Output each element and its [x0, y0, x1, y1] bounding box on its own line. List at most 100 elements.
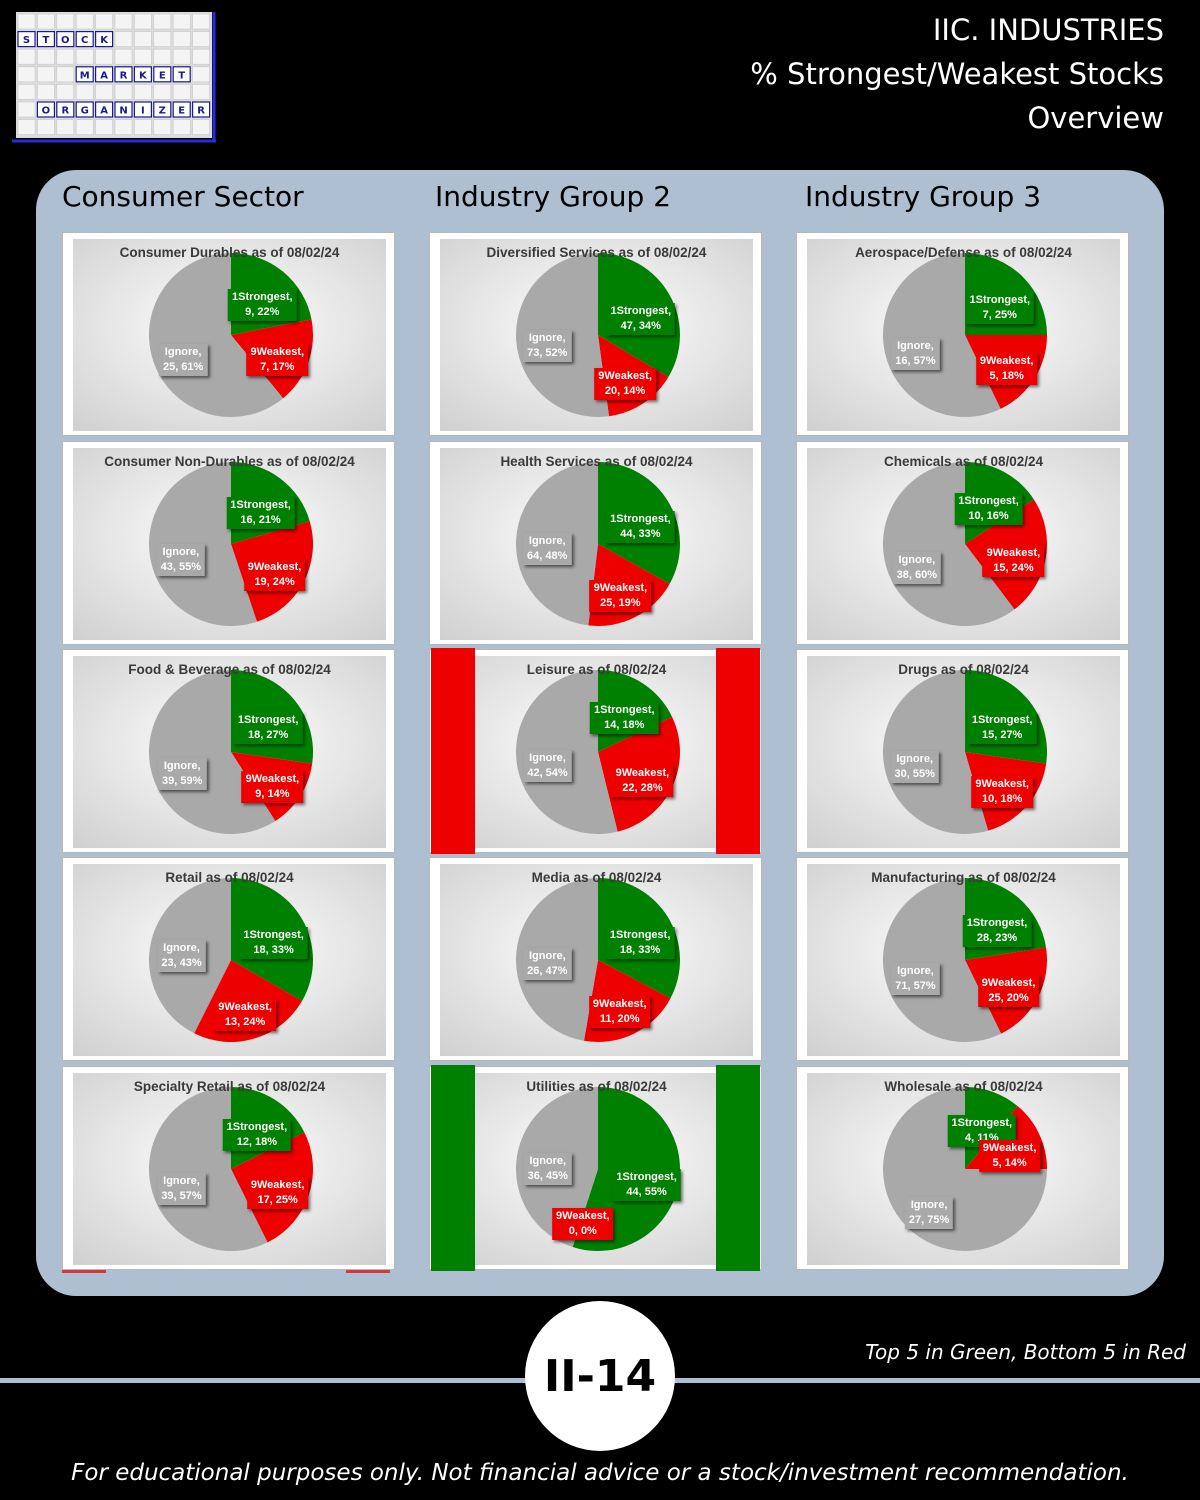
food-beverage-label-ignore-value: 39, 59%: [162, 775, 203, 788]
leisure-label-ignore-name: Ignore,: [529, 752, 566, 765]
svg-text:Z: Z: [159, 106, 166, 117]
drugs-label-9weakest: 9Weakest, 10, 18%: [971, 776, 1033, 809]
specialty-retail-label-ignore-name: Ignore,: [163, 1174, 200, 1187]
health-services-label-ignore-name: Ignore,: [528, 534, 566, 547]
leisure-label-ignore: Ignore, 42, 54%: [523, 750, 572, 783]
retail-label-ignore-value: 23, 43%: [161, 957, 202, 970]
pie-chart-consumer-durables: Consumer Durables as of 08/02/24 1Stronge…: [62, 232, 395, 436]
chemicals-chart-title: Chemicals as of 08/02/24: [883, 454, 1044, 469]
wholesale-label-9weakest-value: 5, 14%: [992, 1157, 1027, 1170]
health-services-label-9weakest: 9Weakest, 25, 19%: [589, 579, 652, 612]
health-services-label-ignore: Ignore, 64, 48%: [523, 532, 572, 565]
diversified-services-label-1strongest-name: 1Strongest,: [610, 304, 672, 317]
wholesale-label-ignore: Ignore, 27, 75%: [904, 1196, 954, 1229]
utilities-highlight-bar-right: [716, 1065, 760, 1271]
diversified-services-label-9weakest-name: 9Weakest,: [598, 370, 652, 383]
title-line-1: IIC. INDUSTRIES: [932, 13, 1164, 47]
consumer-durables-label-9weakest-name: 9Weakest,: [250, 345, 305, 358]
consumer-non-durables-label-1strongest-value: 16, 21%: [240, 513, 281, 526]
health-services-label-1strongest-value: 44, 33%: [620, 528, 661, 541]
svg-text:A: A: [100, 70, 108, 81]
chemicals-label-9weakest-name: 9Weakest,: [986, 546, 1041, 559]
manufacturing-label-1strongest: 1Strongest, 28, 23%: [962, 914, 1032, 947]
manufacturing-label-1strongest-name: 1Strongest,: [966, 916, 1028, 929]
manufacturing-label-ignore-name: Ignore,: [897, 965, 934, 978]
health-services-chart-title: Health Services as of 08/02/24: [500, 454, 693, 469]
consumer-non-durables-pie-svg: [73, 448, 386, 640]
wholesale-label-ignore-value: 27, 75%: [908, 1213, 950, 1226]
aerospace-defense-chart-title: Aerospace/Defense as of 08/02/24: [855, 245, 1072, 260]
manufacturing-pie-svg: [807, 864, 1120, 1056]
leisure-label-9weakest: 9Weakest, 22, 28%: [611, 765, 674, 798]
chemicals-label-ignore-name: Ignore,: [898, 554, 936, 567]
page-number-badge: II-14: [525, 1301, 675, 1451]
consumer-durables-label-ignore-value: 25, 61%: [162, 361, 204, 374]
media-label-1strongest: 1Strongest, 18, 33%: [605, 926, 675, 959]
leisure-chart-title: Leisure as of 08/02/24: [526, 662, 667, 677]
diversified-services-label-9weakest-value: 20, 14%: [604, 385, 646, 398]
aerospace-defense-slice-ignore: [883, 253, 1001, 417]
leisure-pie-svg: [440, 656, 753, 848]
health-services-label-1strongest-name: 1Strongest,: [610, 513, 671, 526]
pie-chart-specialty-retail: Specialty Retail as of 08/02/24 1Stronges…: [62, 1066, 395, 1270]
svg-text:T: T: [42, 35, 49, 46]
pie-chart-leisure: Leisure as of 08/02/24 1Strongest, 14, 18%…: [429, 649, 762, 853]
drugs-pie-svg: [807, 656, 1120, 848]
title-line-2: % Strongest/Weakest Stocks: [750, 57, 1164, 91]
column-header-industry-group-3: Industry Group 3: [805, 180, 1042, 213]
svg-text:N: N: [119, 106, 127, 117]
specialty-retail-label-9weakest-value: 17, 25%: [257, 1193, 298, 1206]
aerospace-defense-label-9weakest-value: 5, 18%: [989, 370, 1024, 383]
consumer-durables-label-1strongest-value: 9, 22%: [245, 306, 280, 319]
manufacturing-chart-title: Manufacturing as of 08/02/24: [871, 870, 1056, 885]
specialty-retail-pie-svg: [73, 1073, 386, 1265]
food-beverage-label-1strongest-value: 18, 27%: [247, 728, 289, 741]
wholesale-label-9weakest: 9Weakest, 5, 14%: [978, 1140, 1041, 1173]
red-marker-left: [62, 1270, 106, 1273]
wholesale-pie-svg: [807, 1073, 1120, 1265]
food-beverage-label-9weakest-value: 9, 14%: [255, 787, 290, 800]
svg-text:O: O: [42, 106, 51, 117]
aerospace-defense-label-ignore-value: 16, 57%: [895, 355, 936, 368]
column-header-consumer-sector: Consumer Sector: [62, 180, 304, 213]
diversified-services-chart-title: Diversified Services as of 08/02/24: [486, 245, 707, 260]
consumer-non-durables-label-ignore: Ignore, 43, 55%: [156, 544, 205, 577]
consumer-non-durables-label-1strongest: 1Strongest, 16, 21%: [226, 496, 295, 529]
pie-chart-diversified-services: Diversified Services as of 08/02/24 1Stro…: [429, 232, 762, 436]
leisure-label-ignore-value: 42, 54%: [527, 767, 568, 780]
drugs-label-1strongest-name: 1Strongest,: [971, 713, 1033, 726]
diversified-services-label-9weakest: 9Weakest, 20, 14%: [594, 368, 656, 401]
aerospace-defense-label-1strongest-name: 1Strongest,: [969, 294, 1031, 307]
utilities-label-ignore-name: Ignore,: [529, 1155, 567, 1168]
pie-chart-chemicals: Chemicals as of 08/02/24 1Strongest, 10, 1…: [796, 441, 1129, 645]
aerospace-defense-label-9weakest-name: 9Weakest,: [979, 355, 1034, 368]
chemicals-label-9weakest: 9Weakest, 15, 24%: [982, 544, 1045, 577]
food-beverage-label-ignore-name: Ignore,: [163, 760, 201, 773]
retail-label-1strongest-name: 1Strongest,: [243, 929, 304, 942]
media-label-9weakest: 9Weakest, 11, 20%: [588, 996, 651, 1029]
consumer-non-durables-label-9weakest-name: 9Weakest,: [247, 560, 302, 573]
retail-chart-title: Retail as of 08/02/24: [165, 870, 294, 885]
pie-chart-health-services: Health Services as of 08/02/24 1Strongest…: [429, 441, 762, 645]
diversified-services-label-ignore: Ignore, 73, 52%: [523, 330, 572, 363]
pie-chart-utilities: Utilities as of 08/02/24 1Strongest, 44, 5…: [429, 1066, 762, 1270]
aerospace-defense-label-9weakest: 9Weakest, 5, 18%: [975, 353, 1038, 386]
manufacturing-label-ignore-value: 71, 57%: [895, 980, 936, 993]
specialty-retail-label-1strongest: 1Strongest, 12, 18%: [222, 1119, 292, 1152]
svg-text:E: E: [159, 70, 166, 81]
svg-text:S: S: [23, 35, 30, 46]
chemicals-label-ignore: Ignore, 38, 60%: [892, 552, 941, 585]
pie-chart-retail: Retail as of 08/02/24 1Strongest, 18, 33% 9…: [62, 857, 395, 1061]
manufacturing-label-9weakest-value: 25, 20%: [988, 991, 1029, 1004]
svg-text:I: I: [141, 106, 145, 117]
media-label-ignore: Ignore, 26, 47%: [523, 947, 572, 980]
manufacturing-slice-ignore: [882, 878, 1002, 1042]
page-number: II-14: [543, 1350, 657, 1402]
aerospace-defense-label-1strongest-value: 7, 25%: [982, 309, 1017, 322]
health-services-label-9weakest-name: 9Weakest,: [593, 581, 648, 594]
chemicals-label-9weakest-value: 15, 24%: [993, 561, 1034, 574]
specialty-retail-slice-ignore: [148, 1087, 268, 1251]
utilities-label-9weakest: 9Weakest, 0, 0%: [551, 1207, 614, 1240]
